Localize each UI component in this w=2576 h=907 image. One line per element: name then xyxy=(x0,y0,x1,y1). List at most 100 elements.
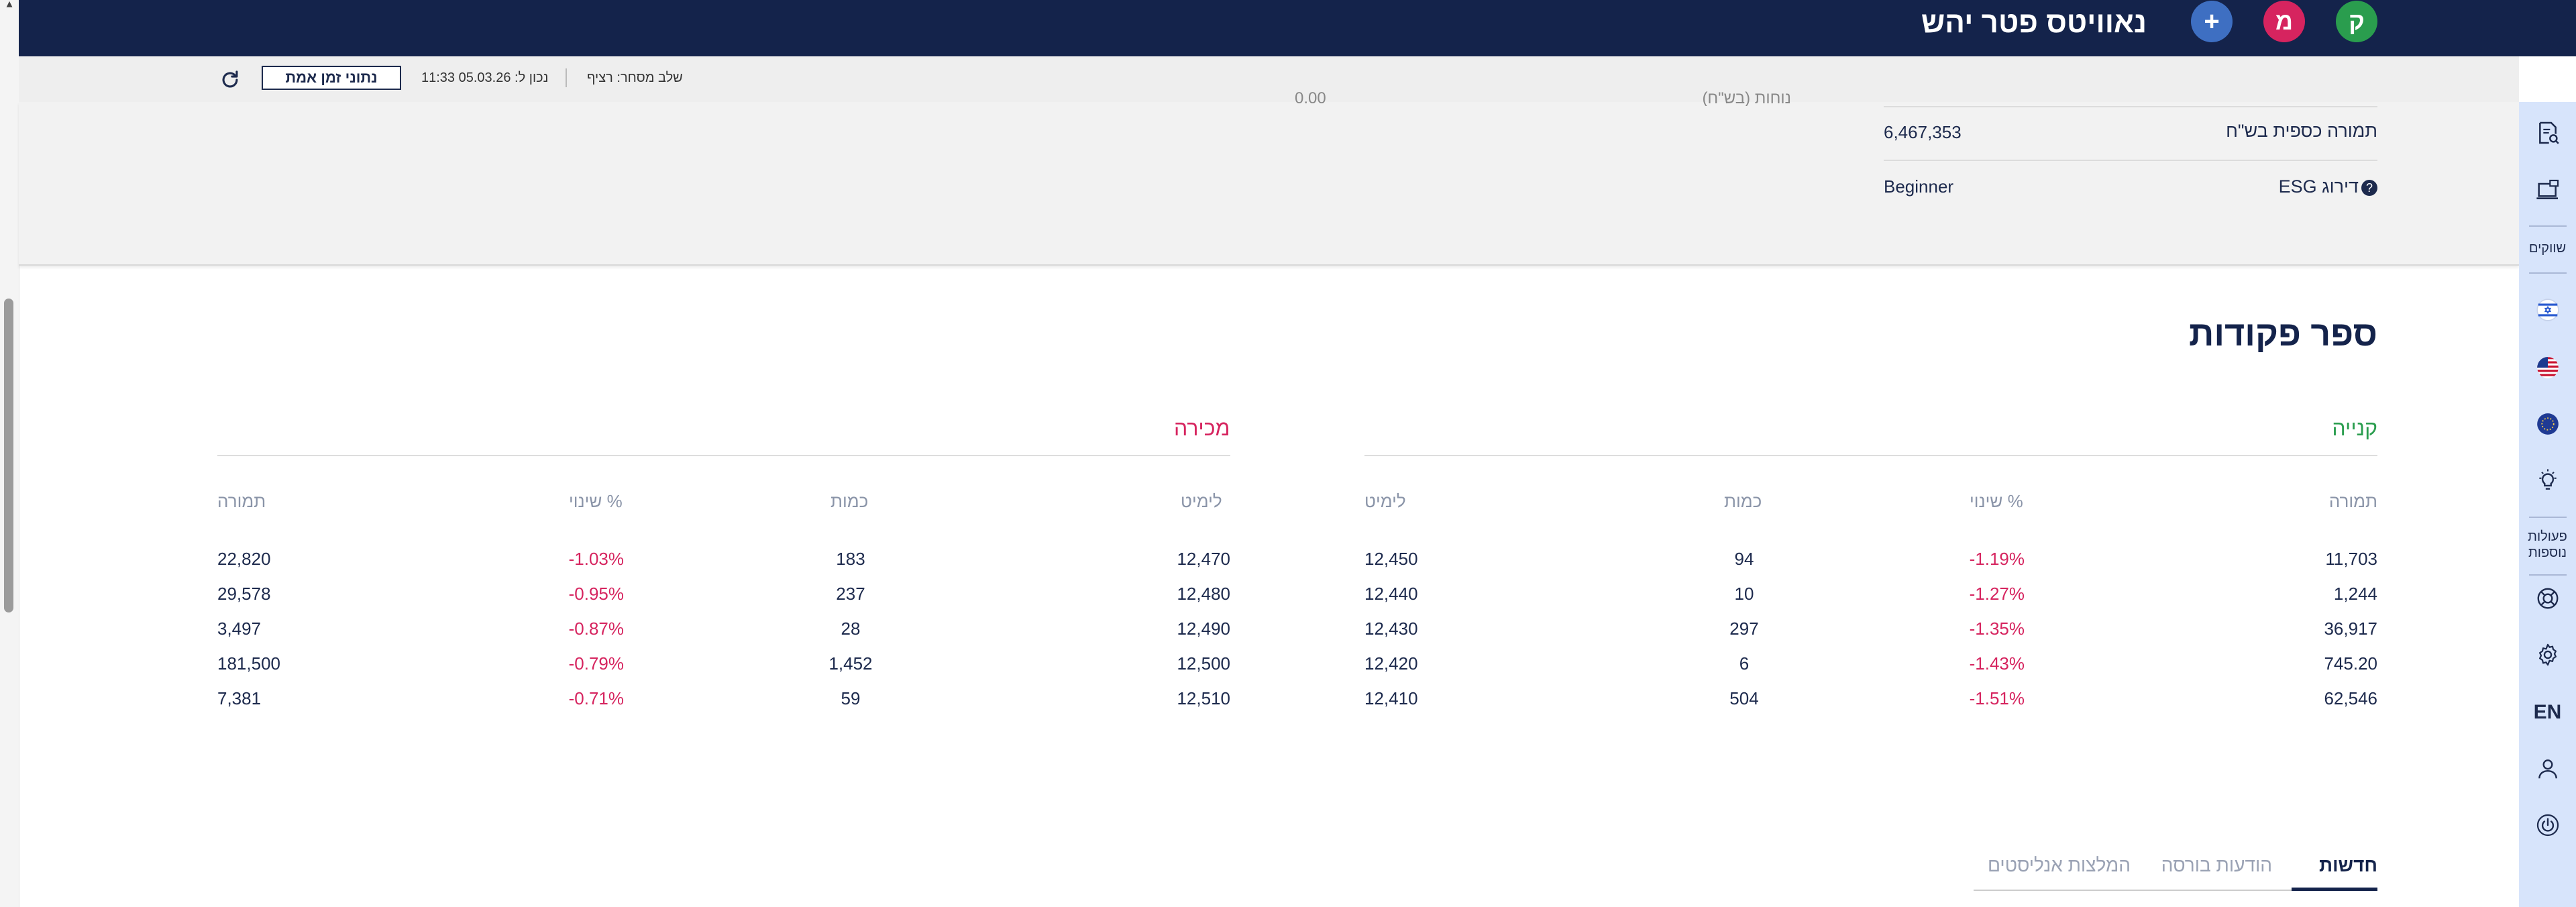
sidebar-item-support[interactable] xyxy=(2519,584,2576,613)
sidebar-item-eu-market[interactable] xyxy=(2519,409,2576,439)
sell-cell-change: -1.03% xyxy=(568,549,624,569)
sell-cell-quantity: 237 xyxy=(836,584,865,604)
buy-cell-limit: 12,430 xyxy=(1364,619,1418,639)
lifebuoy-icon xyxy=(2537,588,2558,609)
buy-cell-change: -1.51% xyxy=(1969,688,2025,708)
sell-cell-turnover: 3,497 xyxy=(217,619,262,639)
sell-cell-limit: 12,510 xyxy=(1177,688,1230,708)
question-mark-icon[interactable]: ? xyxy=(2361,179,2377,196)
language-toggle[interactable]: EN xyxy=(2533,701,2562,723)
buy-cell-change: -1.19% xyxy=(1969,549,2025,569)
realtime-data-button[interactable]: נתוני זמן אמת xyxy=(262,66,401,90)
sidebar-item-us-market[interactable] xyxy=(2519,353,2576,382)
laptop-icon xyxy=(2536,179,2559,199)
sell-cell-change: -0.71% xyxy=(568,688,624,708)
user-avatar-k[interactable]: ק xyxy=(2336,1,2377,42)
trade-status-bar xyxy=(19,56,2519,103)
buy-cell-limit: 12,410 xyxy=(1364,688,1418,708)
sell-cell-limit: 12,500 xyxy=(1177,653,1230,674)
buy-cell-quantity: 6 xyxy=(1739,653,1750,674)
scroll-up-arrow-icon[interactable]: ▴ xyxy=(6,0,13,10)
trade-phase-text: שלב מסחר: רציף xyxy=(587,70,683,85)
sidebar-item-settings[interactable] xyxy=(2519,640,2576,670)
refresh-icon[interactable] xyxy=(219,68,241,91)
sidebar-separator xyxy=(2529,272,2567,274)
app-title: נאוויטס פטר יהש xyxy=(1921,6,2147,39)
buy-cell-turnover: 62,546 xyxy=(2324,688,2377,708)
usa-flag-icon xyxy=(2536,357,2559,378)
buy-header-quantity: כמות xyxy=(1724,491,1762,511)
sidebar-item-profile[interactable] xyxy=(2519,754,2576,784)
info-divider xyxy=(1884,160,2377,161)
esg-rating-label: ?דירוג ESG xyxy=(2279,176,2377,197)
sell-cell-change: -0.95% xyxy=(568,584,624,604)
buy-cell-change: -1.43% xyxy=(1969,653,2025,674)
tabs-divider xyxy=(1974,890,2377,891)
sell-cell-limit: 12,490 xyxy=(1177,619,1230,639)
lightbulb-icon xyxy=(2538,469,2557,490)
sell-side-divider xyxy=(217,455,1230,456)
sidebar-item-language[interactable]: EN xyxy=(2519,698,2576,727)
sell-cell-change: -0.87% xyxy=(568,619,624,639)
sell-cell-turnover: 22,820 xyxy=(217,549,271,569)
israel-flag-icon xyxy=(2536,299,2559,321)
sell-cell-limit: 12,480 xyxy=(1177,584,1230,604)
tab-exchange-announcements[interactable]: הודעות בורסה xyxy=(2161,855,2272,875)
buy-header-limit: לימיט xyxy=(1364,491,1406,511)
add-button[interactable]: + xyxy=(2191,1,2233,42)
sell-header-change: % שינוי xyxy=(569,491,623,511)
sidebar-separator xyxy=(2529,517,2567,518)
top-header xyxy=(19,0,2576,56)
turnover-label: תמורה כספית בש"ח xyxy=(2226,121,2377,141)
sell-cell-limit: 12,470 xyxy=(1177,549,1230,569)
status-divider xyxy=(566,68,567,87)
cut-off-value: 0.00 xyxy=(1295,89,1326,106)
scroll-thumb[interactable] xyxy=(4,299,13,612)
right-sidebar xyxy=(2519,102,2576,907)
buy-cell-turnover: 11,703 xyxy=(2325,549,2377,569)
sell-header-quantity: כמות xyxy=(830,491,869,511)
power-icon xyxy=(2536,814,2559,837)
user-icon xyxy=(2538,759,2557,779)
buy-header-change: % שינוי xyxy=(1970,491,2023,511)
sell-header-turnover: תמורה xyxy=(217,491,266,511)
gear-icon xyxy=(2538,643,2557,666)
sell-cell-turnover: 181,500 xyxy=(217,653,280,674)
buy-cell-limit: 12,440 xyxy=(1364,584,1418,604)
sidebar-item-ideas[interactable] xyxy=(2519,466,2576,495)
order-book-title: ספר פקודות xyxy=(2189,315,2377,354)
buy-cell-limit: 12,450 xyxy=(1364,549,1418,569)
buy-cell-quantity: 297 xyxy=(1729,619,1759,639)
buy-cell-quantity: 10 xyxy=(1734,584,1754,604)
page-scrollbar[interactable]: ▴ xyxy=(0,0,19,907)
tab-analyst-recommendations[interactable]: המלצות אנליסטים xyxy=(1987,855,2131,875)
sidebar-item-search-document[interactable] xyxy=(2519,118,2576,148)
buy-side-divider xyxy=(1364,455,2377,456)
buy-cell-limit: 12,420 xyxy=(1364,653,1418,674)
buy-cell-change: -1.35% xyxy=(1969,619,2025,639)
esg-rating-label-text: דירוג ESG xyxy=(2278,176,2359,197)
user-avatar-m[interactable]: מ xyxy=(2263,1,2305,42)
updated-at-text: נכון ל: 05.03.26 11:33 xyxy=(421,70,549,85)
sell-cell-turnover: 29,578 xyxy=(217,584,271,604)
sell-cell-quantity: 59 xyxy=(841,688,861,708)
tab-news[interactable]: חדשות xyxy=(2319,855,2377,875)
sidebar-item-portfolio[interactable] xyxy=(2519,176,2576,205)
esg-rating-value: Beginner xyxy=(1884,176,1954,197)
sidebar-item-israel-market[interactable] xyxy=(2519,295,2576,325)
buy-cell-turnover: 36,917 xyxy=(2324,619,2377,639)
buy-cell-quantity: 94 xyxy=(1734,549,1754,569)
sell-cell-change: -0.79% xyxy=(568,653,624,674)
buy-cell-turnover: 745.20 xyxy=(2324,653,2377,674)
document-search-icon xyxy=(2538,121,2559,144)
buy-side-label: קנייה xyxy=(2332,416,2377,440)
cut-off-label: נוחות (בש"ח) xyxy=(1702,89,1791,106)
sidebar-separator xyxy=(2529,225,2567,227)
sell-side-label: מכירה xyxy=(1174,416,1230,440)
eu-flag-icon xyxy=(2536,413,2559,435)
sidebar-more-actions-label: פעולות נוספות xyxy=(2519,529,2576,561)
buy-cell-change: -1.27% xyxy=(1969,584,2025,604)
sell-header-limit: לימיט xyxy=(1181,491,1222,511)
sidebar-markets-label: שווקים xyxy=(2519,240,2576,256)
sidebar-item-logout[interactable] xyxy=(2519,810,2576,840)
